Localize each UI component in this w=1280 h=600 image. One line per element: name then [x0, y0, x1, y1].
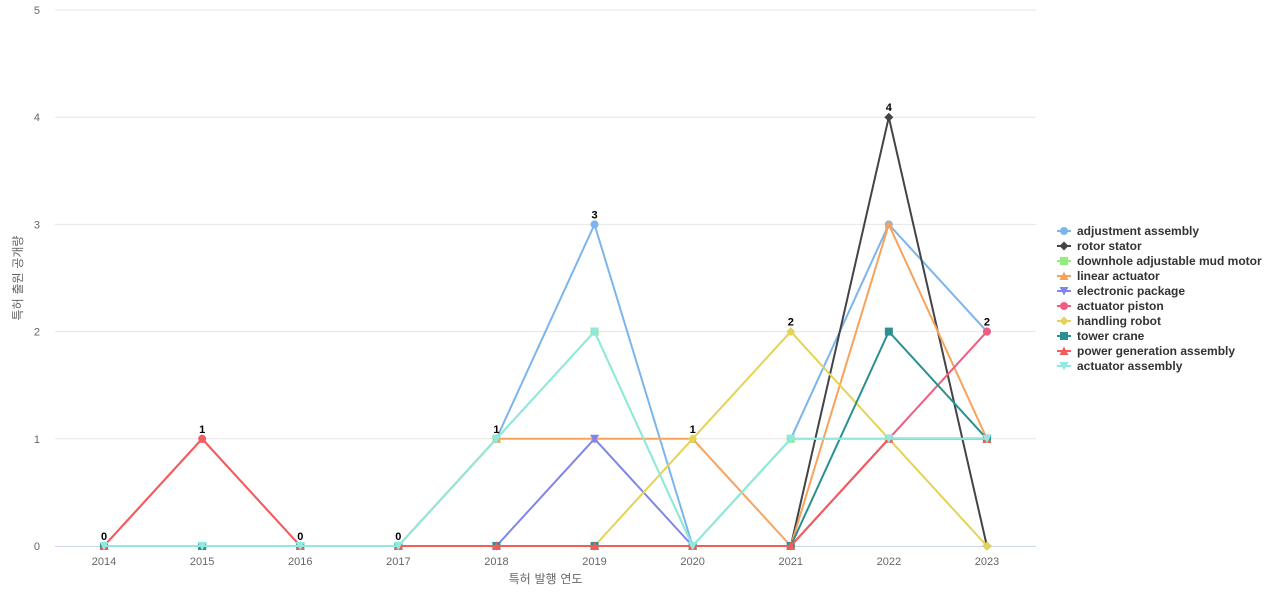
legend-symbol	[1059, 287, 1069, 296]
data-label: 0	[101, 531, 107, 543]
x-tick-label: 2014	[92, 556, 116, 568]
legend-label: actuator assembly	[1077, 359, 1183, 373]
data-point	[982, 541, 992, 551]
data-point	[590, 541, 600, 550]
y-tick-label: 0	[34, 541, 40, 553]
data-point	[590, 327, 600, 337]
data-point	[590, 434, 600, 444]
legend-symbol	[1059, 241, 1069, 251]
legend-item[interactable]: rotor stator	[1057, 239, 1142, 253]
data-label: 2	[788, 317, 794, 329]
x-tick-label: 2018	[484, 556, 508, 568]
y-tick-label: 1	[34, 434, 40, 446]
legend-item[interactable]: power generation assembly	[1057, 344, 1235, 358]
data-point	[99, 542, 109, 551]
data-point	[491, 541, 501, 550]
data-point	[982, 327, 991, 336]
data-label: 4	[886, 102, 893, 114]
data-point	[884, 112, 894, 122]
data-point	[786, 541, 796, 550]
data-label: 1	[690, 424, 696, 436]
legend-label: electronic package	[1077, 284, 1185, 298]
legend-item[interactable]: electronic package	[1057, 284, 1185, 298]
legend-symbol	[1060, 302, 1068, 310]
data-label: 2	[984, 317, 990, 329]
legend-label: actuator piston	[1077, 299, 1164, 313]
legend-item[interactable]: tower crane	[1057, 329, 1145, 343]
x-tick-label: 2021	[779, 556, 803, 568]
data-point	[884, 327, 893, 336]
legend-label: linear actuator	[1077, 269, 1160, 283]
legend-item[interactable]: actuator piston	[1057, 299, 1164, 313]
x-tick-label: 2022	[877, 556, 901, 568]
data-point	[884, 219, 894, 229]
data-label: 3	[591, 209, 597, 221]
x-tick-label: 2017	[386, 556, 410, 568]
legend-symbol	[1059, 362, 1069, 371]
y-tick-label: 3	[34, 219, 40, 231]
data-point	[197, 434, 207, 443]
legend-label: handling robot	[1077, 314, 1161, 328]
series-electronic-package	[99, 434, 992, 551]
data-label: 1	[493, 424, 499, 436]
data-point	[884, 434, 894, 444]
x-tick-label: 2020	[680, 556, 704, 568]
series-line	[104, 437, 987, 547]
data-point	[688, 434, 698, 444]
x-tick-label: 2019	[582, 556, 606, 568]
series-group	[99, 112, 992, 551]
x-axis-ticks: 2014 2015 2016 2017 2018 2019 2020 2021 2022 2023	[92, 556, 999, 568]
data-labels: 0 1 0 0 1 3 1 2 4 2	[101, 102, 990, 543]
y-tick-label: 2	[34, 327, 40, 339]
data-label: 0	[395, 531, 401, 543]
legend-label: adjustment assembly	[1077, 224, 1199, 238]
data-label: 0	[297, 531, 303, 543]
legend-item[interactable]: actuator assembly	[1057, 359, 1183, 373]
legend-symbol	[1059, 346, 1069, 355]
data-point	[491, 434, 501, 444]
data-point	[197, 542, 207, 551]
legend-label: tower crane	[1077, 329, 1145, 343]
series-line	[104, 330, 987, 547]
y-axis-title: 특허 출원 공개량	[11, 236, 25, 321]
x-axis-title: 특허 발행 연도	[509, 571, 583, 586]
data-point	[688, 542, 698, 551]
legend-item[interactable]: linear actuator	[1057, 269, 1160, 283]
y-tick-label: 5	[34, 5, 40, 17]
data-label: 1	[199, 424, 205, 436]
x-tick-label: 2016	[288, 556, 312, 568]
data-point	[295, 542, 305, 551]
data-point	[393, 542, 403, 551]
legend-item[interactable]: adjustment assembly	[1057, 224, 1199, 238]
legend-label: rotor stator	[1077, 239, 1142, 253]
y-tick-label: 4	[34, 112, 40, 124]
data-point	[786, 327, 796, 337]
data-point	[590, 220, 599, 229]
legend-symbol	[1059, 271, 1069, 280]
legend-item[interactable]: handling robot	[1057, 314, 1161, 328]
legend-symbol	[1059, 316, 1069, 326]
legend-label: downhole adjustable mud motor	[1077, 254, 1262, 268]
legend-symbol	[1060, 332, 1068, 340]
x-tick-label: 2023	[975, 556, 999, 568]
data-point	[982, 434, 992, 444]
legend-item[interactable]: downhole adjustable mud motor	[1057, 254, 1262, 268]
series-line	[103, 437, 987, 547]
data-point	[786, 434, 796, 444]
series-actuator-assembly	[99, 327, 992, 551]
legend-symbol	[1060, 257, 1068, 265]
y-axis-ticks: 0 1 2 3 4 5	[34, 5, 40, 553]
x-tick-label: 2015	[190, 556, 214, 568]
legend-label: power generation assembly	[1077, 344, 1235, 358]
legend-symbol	[1060, 227, 1068, 235]
